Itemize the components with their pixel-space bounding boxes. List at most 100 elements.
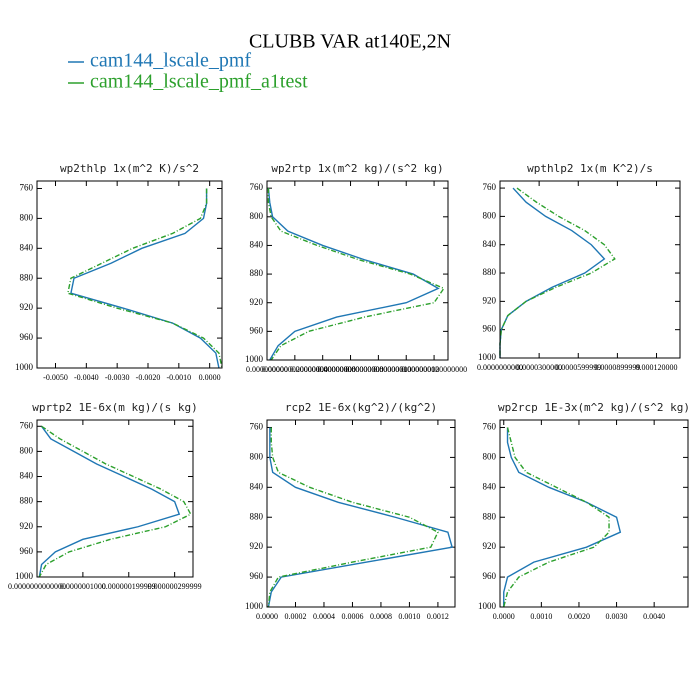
y-tick-label: 800	[250, 451, 264, 461]
y-tick-label: 840	[483, 239, 497, 249]
series-line	[503, 427, 622, 607]
y-tick-label: 920	[483, 295, 497, 305]
x-tick-label: 0.0000	[493, 612, 515, 621]
x-tick-label: -0.0020	[136, 373, 161, 382]
x-tick-label: 0.0004	[313, 612, 335, 621]
y-tick-label: 1000	[15, 571, 34, 581]
x-tick-label: -0.0030	[105, 373, 130, 382]
x-tick-label: 0.0000000000000	[8, 582, 66, 591]
panel-title: wp2rcp 1E-3x(m^2 kg)/(s^2 kg)	[498, 401, 690, 414]
series-line	[67, 188, 223, 369]
series-line	[38, 425, 181, 578]
series-line	[267, 188, 445, 361]
x-tick-label: 0.0030	[606, 612, 628, 621]
x-tick-label: 0.000000299999	[148, 582, 202, 591]
x-tick-label: 0.0000	[256, 612, 278, 621]
y-tick-label: 760	[250, 182, 264, 192]
series-line	[499, 187, 606, 358]
y-tick-label: 1000	[245, 354, 264, 364]
x-tick-label: 0.0000000000	[477, 363, 523, 372]
x-tick-label: 0.000000000	[246, 365, 288, 374]
y-tick-label: 1000	[15, 362, 34, 372]
figure-title: CLUBB VAR at140E,2N	[249, 31, 451, 53]
x-tick-label: 0.000120000	[636, 363, 678, 372]
y-tick-label: 840	[483, 481, 497, 491]
x-tick-label: 0.000000199999	[102, 582, 156, 591]
series-line	[70, 188, 220, 369]
y-tick-label: 800	[250, 211, 264, 221]
x-tick-label: -0.0010	[166, 373, 191, 382]
y-tick-label: 880	[250, 268, 264, 278]
x-tick-label: 0.000000100000000	[373, 365, 439, 374]
panel-title: rcp2 1E-6x(kg^2)/(kg^2)	[285, 401, 437, 414]
y-tick-label: 880	[483, 511, 497, 521]
x-tick-label: 0.0010	[398, 612, 420, 621]
x-tick-label: 0.0012	[427, 612, 449, 621]
y-tick-label: 800	[20, 212, 34, 222]
plot-frame	[266, 180, 449, 361]
y-tick-label: 960	[483, 571, 497, 581]
x-tick-label: 0.0000899999	[594, 363, 640, 372]
y-tick-label: 760	[483, 182, 497, 192]
panel-title: wprtp2 1E-6x(m kg)/(s kg)	[32, 401, 198, 414]
series-line	[38, 425, 192, 578]
x-tick-label: 0.0006	[341, 612, 363, 621]
y-tick-label: 920	[250, 297, 264, 307]
plot-frame	[36, 180, 223, 369]
series-line	[503, 427, 610, 608]
x-tick-label: 0.0000	[199, 373, 221, 382]
panel-title: wp2thlp 1x(m^2 K)/s^2	[60, 162, 199, 175]
series-line	[267, 427, 439, 608]
plot-frame	[266, 419, 456, 608]
panel-title: wp2rtp 1x(m^2 kg)/(s^2 kg)	[271, 162, 443, 175]
y-tick-label: 760	[20, 420, 34, 430]
y-tick-label: 920	[20, 302, 34, 312]
x-tick-label: 0.0020	[568, 612, 590, 621]
x-tick-label: 0.000000120000000	[401, 365, 467, 374]
y-tick-label: 1000	[478, 352, 497, 362]
y-tick-label: 960	[20, 546, 34, 556]
y-tick-label: 920	[250, 541, 264, 551]
x-tick-label: 0.0000001000	[60, 582, 106, 591]
y-tick-label: 880	[483, 267, 497, 277]
y-tick-label: 800	[20, 445, 34, 455]
x-tick-label: 0.0000599999	[555, 363, 601, 372]
panel-title: wpthlp2 1x(m K^2)/s	[527, 162, 653, 175]
x-tick-label: 0.000000020000000	[262, 365, 328, 374]
y-tick-label: 840	[250, 240, 264, 250]
plot-frame	[499, 180, 681, 359]
x-tick-label: 0.0000300000	[516, 363, 562, 372]
y-tick-label: 1000	[478, 601, 497, 611]
y-tick-label: 760	[483, 422, 497, 432]
x-tick-label: 0.000000040000000	[290, 365, 356, 374]
y-tick-label: 960	[250, 325, 264, 335]
legend-entry: cam144_lscale_pmf	[90, 50, 251, 72]
plot-frame	[499, 419, 689, 608]
x-tick-label: -0.0050	[43, 373, 68, 382]
x-tick-label: 0.0010	[530, 612, 552, 621]
series-line	[267, 427, 454, 608]
y-tick-label: 760	[20, 183, 34, 193]
y-tick-label: 880	[250, 511, 264, 521]
y-tick-label: 1000	[245, 601, 264, 611]
y-tick-label: 760	[250, 422, 264, 432]
x-tick-label: 0.000000060000000	[318, 365, 384, 374]
x-tick-label: 0.0040	[643, 612, 665, 621]
plot-frame	[36, 419, 194, 578]
series-line	[499, 187, 616, 358]
y-tick-label: 840	[20, 471, 34, 481]
x-tick-label: 0.000000080000000	[345, 365, 411, 374]
y-tick-label: 800	[483, 451, 497, 461]
x-tick-label: 0.0002	[284, 612, 306, 621]
legend-entry: cam144_lscale_pmf_a1test	[90, 71, 308, 93]
y-tick-label: 880	[20, 496, 34, 506]
series-line	[267, 188, 440, 361]
x-tick-label: -0.0040	[74, 373, 99, 382]
y-tick-label: 960	[483, 324, 497, 334]
y-tick-label: 880	[20, 272, 34, 282]
y-tick-label: 840	[20, 242, 34, 252]
y-tick-label: 920	[20, 521, 34, 531]
x-tick-label: 0.0008	[370, 612, 392, 621]
y-tick-label: 800	[483, 210, 497, 220]
